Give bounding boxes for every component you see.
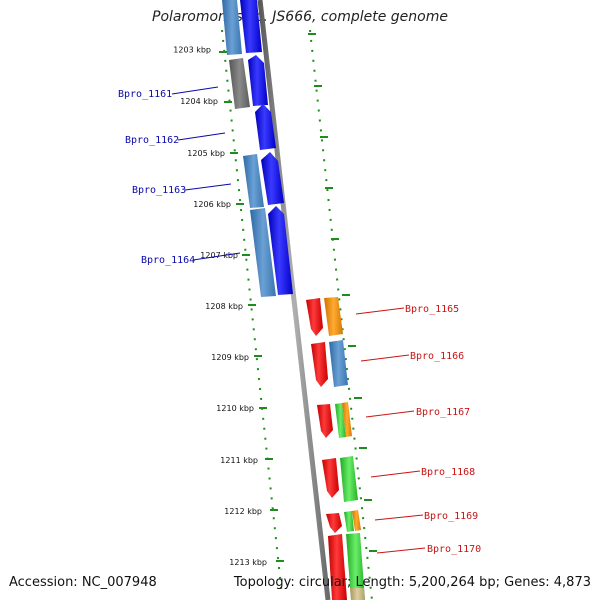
gene-feature[interactable] xyxy=(329,340,348,387)
gene-feature[interactable] xyxy=(324,297,343,336)
tick-label: 1203 kbp xyxy=(173,46,211,55)
gene-label-bpro-1161[interactable]: Bpro_1161 xyxy=(118,89,172,100)
gene-feature[interactable] xyxy=(248,55,268,106)
label-leader-line xyxy=(370,470,421,478)
gene-feature[interactable] xyxy=(340,456,358,502)
left-gene-track xyxy=(222,0,293,297)
gene-label-bpro-1163[interactable]: Bpro_1163 xyxy=(132,185,186,196)
label-leader-line xyxy=(355,307,405,315)
topology-text: Topology: circular; Length: 5,200,264 bp… xyxy=(233,575,591,590)
gene-feature[interactable] xyxy=(342,402,352,437)
gene-feature[interactable] xyxy=(222,0,242,55)
label-leader-line xyxy=(374,514,424,521)
gene-label-bpro-1169[interactable]: Bpro_1169 xyxy=(424,511,478,522)
gene-feature[interactable] xyxy=(335,403,346,438)
gene-label-bpro-1167[interactable]: Bpro_1167 xyxy=(416,407,470,418)
tick-label: 1212 kbp xyxy=(224,507,262,516)
tick-label: 1206 kbp xyxy=(193,200,231,209)
gene-feature[interactable] xyxy=(306,298,323,336)
right-label-group: Bpro_1165 Bpro_1166 Bpro_1167 Bpro_1168 … xyxy=(355,304,481,555)
gene-feature[interactable] xyxy=(326,513,342,533)
gene-feature[interactable] xyxy=(250,208,276,297)
tick-label: 1210 kbp xyxy=(216,404,254,413)
tick-label: 1204 kbp xyxy=(180,97,218,106)
label-leader-line xyxy=(360,354,410,362)
gene-feature[interactable] xyxy=(344,511,354,532)
gene-label-bpro-1170[interactable]: Bpro_1170 xyxy=(427,544,481,555)
gene-feature[interactable] xyxy=(261,152,284,205)
label-leader-line xyxy=(192,252,241,261)
gene-feature[interactable] xyxy=(346,533,365,600)
gene-label-bpro-1168[interactable]: Bpro_1168 xyxy=(421,467,475,478)
gene-feature[interactable] xyxy=(311,342,328,387)
tick-label: 1213 kbp xyxy=(229,558,267,567)
tick-label: 1205 kbp xyxy=(187,149,225,158)
accession-text: Accession: NC_007948 xyxy=(9,575,157,590)
left-label-group: Bpro_1161 Bpro_1162 Bpro_1163 Bpro_1164 xyxy=(118,86,241,266)
gene-feature[interactable] xyxy=(328,534,347,600)
gene-feature[interactable] xyxy=(352,510,361,531)
label-leader-line xyxy=(184,183,232,191)
tick-label: 1209 kbp xyxy=(211,353,249,362)
label-leader-line xyxy=(365,410,415,418)
gene-feature[interactable] xyxy=(243,154,264,208)
gene-label-bpro-1162[interactable]: Bpro_1162 xyxy=(125,135,179,146)
tick-label: 1208 kbp xyxy=(205,302,243,311)
right-gene-track xyxy=(306,297,365,600)
gene-feature[interactable] xyxy=(255,104,276,150)
gene-feature[interactable] xyxy=(229,58,250,109)
gene-label-bpro-1165[interactable]: Bpro_1165 xyxy=(405,304,459,315)
tick-label: 1211 kbp xyxy=(220,456,258,465)
label-leader-line xyxy=(376,547,426,554)
gene-feature[interactable] xyxy=(350,588,365,600)
label-leader-line xyxy=(177,132,226,141)
gene-label-bpro-1166[interactable]: Bpro_1166 xyxy=(410,351,464,362)
gene-feature[interactable] xyxy=(240,0,262,53)
gene-feature[interactable] xyxy=(322,458,339,498)
tick-group: 1203 kbp 1204 kbp 1205 kbp 1206 kbp 1207… xyxy=(173,33,377,567)
gene-feature[interactable] xyxy=(317,404,333,438)
gene-label-bpro-1164[interactable]: Bpro_1164 xyxy=(141,255,195,266)
gene-feature[interactable] xyxy=(268,206,293,295)
tick-label: 1207 kbp xyxy=(200,251,238,260)
genome-backbone xyxy=(257,0,331,600)
label-leader-line xyxy=(171,86,219,95)
